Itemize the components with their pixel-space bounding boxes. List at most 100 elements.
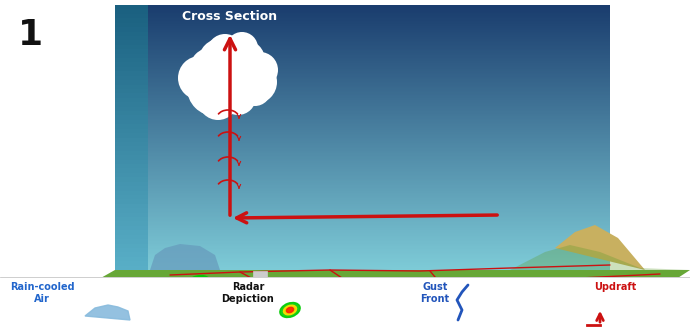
Polygon shape [115, 220, 610, 221]
Polygon shape [115, 19, 610, 21]
Polygon shape [115, 102, 148, 107]
Polygon shape [115, 66, 610, 67]
Polygon shape [115, 54, 610, 55]
Polygon shape [115, 265, 148, 270]
Polygon shape [115, 106, 610, 107]
Polygon shape [115, 235, 148, 239]
Polygon shape [115, 29, 610, 30]
Polygon shape [115, 133, 610, 135]
Polygon shape [115, 46, 610, 47]
Polygon shape [115, 209, 610, 210]
Polygon shape [115, 176, 610, 177]
Polygon shape [115, 242, 610, 244]
Polygon shape [115, 80, 148, 84]
Ellipse shape [419, 283, 441, 293]
Polygon shape [115, 57, 610, 58]
Polygon shape [115, 250, 610, 251]
Polygon shape [115, 163, 610, 164]
Polygon shape [115, 120, 610, 122]
Polygon shape [115, 32, 610, 33]
Polygon shape [115, 262, 610, 263]
Polygon shape [115, 62, 610, 63]
Polygon shape [115, 94, 610, 95]
Polygon shape [115, 218, 610, 220]
Polygon shape [115, 182, 610, 184]
Polygon shape [115, 168, 610, 169]
Polygon shape [115, 30, 610, 32]
Polygon shape [115, 144, 610, 145]
Polygon shape [115, 120, 148, 124]
Polygon shape [115, 41, 610, 42]
Polygon shape [115, 226, 610, 227]
Circle shape [198, 80, 238, 120]
Polygon shape [115, 165, 610, 167]
Circle shape [178, 56, 222, 100]
Polygon shape [115, 58, 148, 62]
Polygon shape [115, 230, 610, 232]
Polygon shape [115, 254, 610, 255]
Text: Updraft: Updraft [594, 282, 636, 292]
Polygon shape [115, 133, 148, 137]
Polygon shape [115, 173, 610, 175]
Polygon shape [115, 9, 148, 14]
Polygon shape [115, 173, 148, 177]
Ellipse shape [190, 279, 206, 289]
Polygon shape [115, 169, 610, 171]
Polygon shape [115, 108, 610, 110]
Polygon shape [115, 71, 610, 73]
Polygon shape [115, 239, 148, 244]
Polygon shape [115, 124, 610, 126]
Polygon shape [115, 130, 610, 131]
Polygon shape [115, 118, 610, 119]
Polygon shape [115, 135, 610, 136]
Polygon shape [115, 5, 148, 9]
Polygon shape [115, 146, 148, 151]
Polygon shape [115, 248, 610, 249]
Polygon shape [115, 185, 610, 186]
Polygon shape [115, 253, 610, 254]
Polygon shape [115, 191, 148, 195]
Text: Rain-cooled
Air: Rain-cooled Air [10, 282, 75, 304]
Polygon shape [115, 93, 148, 98]
Polygon shape [115, 246, 610, 248]
Polygon shape [115, 175, 610, 176]
Polygon shape [115, 230, 148, 235]
Polygon shape [115, 213, 148, 217]
Polygon shape [115, 248, 148, 252]
Polygon shape [0, 270, 690, 335]
Polygon shape [115, 61, 610, 62]
Polygon shape [115, 221, 148, 226]
Polygon shape [115, 23, 148, 27]
Polygon shape [115, 178, 610, 180]
Polygon shape [115, 184, 610, 185]
Polygon shape [115, 168, 148, 173]
Polygon shape [115, 15, 610, 17]
Polygon shape [115, 252, 148, 257]
Polygon shape [115, 59, 610, 61]
Circle shape [242, 52, 278, 88]
Polygon shape [115, 76, 148, 80]
Polygon shape [115, 261, 148, 265]
Polygon shape [115, 204, 610, 205]
Polygon shape [115, 90, 610, 91]
Polygon shape [115, 9, 610, 10]
Polygon shape [115, 5, 610, 6]
Polygon shape [115, 208, 148, 213]
Polygon shape [0, 277, 690, 336]
Polygon shape [115, 102, 610, 103]
Ellipse shape [286, 307, 294, 313]
Polygon shape [555, 225, 645, 270]
Polygon shape [115, 233, 610, 234]
Polygon shape [115, 75, 610, 77]
Polygon shape [115, 244, 148, 248]
Polygon shape [115, 180, 610, 181]
Polygon shape [115, 249, 610, 250]
Polygon shape [115, 69, 610, 70]
Polygon shape [115, 208, 610, 209]
Polygon shape [115, 155, 148, 160]
Polygon shape [115, 107, 610, 108]
Polygon shape [115, 28, 610, 29]
Polygon shape [115, 14, 148, 18]
Polygon shape [115, 99, 610, 100]
Polygon shape [115, 151, 148, 155]
